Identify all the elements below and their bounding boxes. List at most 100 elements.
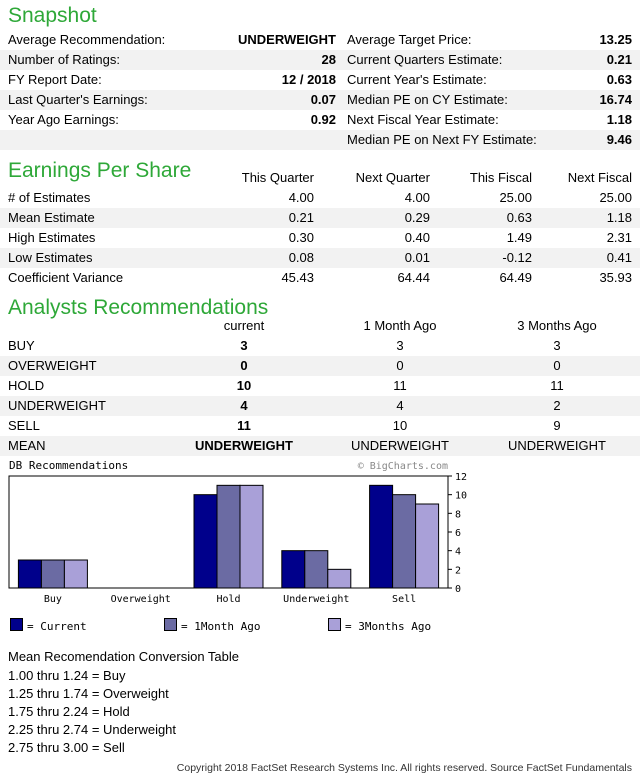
analysts-row-label: HOLD bbox=[8, 378, 45, 393]
analysts-header-row: current 1 Month Ago 3 Months Ago bbox=[0, 316, 640, 336]
bar-sell-3months-ago bbox=[415, 503, 440, 589]
conversion-row: 1.00 thru 1.24 = Buy bbox=[8, 668, 126, 683]
analysts-row: UNDERWEIGHT 4 4 2 bbox=[0, 396, 640, 416]
analysts-cell: 0 bbox=[553, 358, 561, 373]
legend-swatch-3months bbox=[328, 618, 341, 631]
eps-column-header: This Fiscal bbox=[469, 170, 532, 185]
eps-cell: 0.63 bbox=[506, 210, 532, 225]
snapshot-value: 9.46 bbox=[606, 132, 632, 147]
eps-row-label: Low Estimates bbox=[8, 250, 93, 265]
analysts-cell: 3 bbox=[553, 338, 561, 353]
snapshot-label: FY Report Date: bbox=[8, 72, 102, 87]
y-tick-label: 2 bbox=[455, 565, 461, 576]
eps-title: Earnings Per Share bbox=[8, 159, 192, 182]
snapshot-label: Number of Ratings: bbox=[8, 52, 120, 67]
legend-current: = Current bbox=[10, 618, 87, 634]
eps-cell: 25.00 bbox=[499, 190, 532, 205]
bar-sell-current bbox=[369, 484, 394, 589]
snapshot-value: 12 / 2018 bbox=[281, 72, 336, 87]
analysts-row-label: BUY bbox=[8, 338, 35, 353]
conversion-row: 2.25 thru 2.74 = Underweight bbox=[8, 722, 177, 737]
snapshot-value: 28 bbox=[321, 52, 336, 67]
eps-cell: 25.00 bbox=[599, 190, 632, 205]
analysts-cell: 11 bbox=[393, 378, 407, 393]
analysts-cell: 10 bbox=[236, 378, 252, 393]
conversion-title: Mean Recomendation Conversion Table bbox=[8, 649, 240, 664]
analysts-cell: 0 bbox=[396, 358, 404, 373]
snapshot-row: Number of Ratings: 28 Current Quarters Est… bbox=[0, 50, 640, 70]
eps-row: Mean Estimate 0.21 0.29 0.63 1.18 bbox=[0, 208, 640, 228]
bar-sell-1month-ago bbox=[392, 494, 417, 589]
analysts-row-label: UNDERWEIGHT bbox=[8, 398, 106, 413]
analysts-row: BUY 3 3 3 bbox=[0, 336, 640, 356]
bar-underweight-current bbox=[281, 550, 306, 589]
y-tick-label: 8 bbox=[455, 509, 461, 520]
analysts-title: Analysts Recommendations bbox=[8, 296, 269, 319]
snapshot-label: Current Year's Estimate: bbox=[347, 72, 487, 87]
x-category-label: Buy bbox=[44, 594, 62, 605]
y-tick-label: 6 bbox=[455, 528, 461, 539]
eps-row-label: Mean Estimate bbox=[8, 210, 95, 225]
bar-hold-current bbox=[193, 494, 218, 589]
eps-column-header: This Quarter bbox=[241, 170, 314, 185]
x-category-label: Underweight bbox=[283, 594, 349, 605]
analysts-cell: 2 bbox=[553, 398, 561, 413]
legend-swatch-current bbox=[10, 618, 23, 631]
snapshot-label: Median PE on Next FY Estimate: bbox=[347, 132, 537, 147]
legend-label-3months: = 3Months Ago bbox=[345, 620, 432, 633]
analysts-cell: 0 bbox=[240, 358, 248, 373]
analysts-cell: 3 bbox=[240, 338, 248, 353]
eps-cell: 64.44 bbox=[397, 270, 430, 285]
analysts-cell: 10 bbox=[392, 418, 408, 433]
snapshot-label: Next Fiscal Year Estimate: bbox=[347, 112, 499, 127]
analysts-column-header: 1 Month Ago bbox=[363, 318, 437, 333]
eps-column-header: Next Fiscal bbox=[567, 170, 632, 185]
analysts-column-header: current bbox=[223, 318, 265, 333]
eps-row: # of Estimates 4.00 4.00 25.00 25.00 bbox=[0, 188, 640, 208]
chart-title: DB Recommendations bbox=[9, 459, 128, 472]
recommendations-chart: DB Recommendations © BigCharts.com 0 2 4 6 8… bbox=[8, 459, 467, 605]
y-tick-label: 10 bbox=[455, 491, 467, 502]
snapshot-value: 16.74 bbox=[599, 92, 632, 107]
snapshot-row: FY Report Date: 12 / 2018 Current Year's E… bbox=[0, 70, 640, 90]
analysts-cell: 3 bbox=[396, 338, 404, 353]
snapshot-title: Snapshot bbox=[8, 4, 97, 27]
bar-hold-1month-ago bbox=[216, 484, 241, 589]
eps-row: Coefficient Variance 45.43 64.44 64.49 35.93 bbox=[0, 268, 640, 288]
analysts-row: SELL 11 10 9 bbox=[0, 416, 640, 436]
eps-cell: 4.00 bbox=[404, 190, 430, 205]
eps-column-header: Next Quarter bbox=[355, 170, 430, 185]
snapshot-label: Last Quarter's Earnings: bbox=[8, 92, 148, 107]
analysts-row: MEAN UNDERWEIGHT UNDERWEIGHT UNDERWEIGHT bbox=[0, 436, 640, 456]
eps-cell: 0.30 bbox=[288, 230, 314, 245]
conversion-row: 1.25 thru 1.74 = Overweight bbox=[8, 686, 169, 701]
eps-cell: 45.43 bbox=[281, 270, 314, 285]
legend-label-current: = Current bbox=[27, 620, 87, 633]
analysts-cell: 4 bbox=[240, 398, 248, 413]
eps-cell: 4.00 bbox=[288, 190, 314, 205]
eps-cell: 0.21 bbox=[288, 210, 314, 225]
y-tick-label: 12 bbox=[455, 472, 467, 483]
analysts-cell: 4 bbox=[396, 398, 404, 413]
analysts-row: OVERWEIGHT 0 0 0 bbox=[0, 356, 640, 376]
eps-cell: -0.12 bbox=[502, 250, 532, 265]
snapshot-label: Average Recommendation: bbox=[8, 32, 166, 47]
bar-underweight-3months-ago bbox=[327, 568, 352, 589]
y-tick-label: 0 bbox=[455, 584, 461, 595]
analysts-row-label: MEAN bbox=[8, 438, 46, 453]
eps-row: Low Estimates 0.08 0.01 -0.12 0.41 bbox=[0, 248, 640, 268]
eps-row-label: Coefficient Variance bbox=[8, 270, 124, 285]
eps-cell: 0.08 bbox=[288, 250, 314, 265]
x-category-label: Hold bbox=[216, 594, 240, 605]
eps-cell: 64.49 bbox=[499, 270, 532, 285]
x-category-label: Overweight bbox=[111, 594, 171, 605]
eps-row: High Estimates 0.30 0.40 1.49 2.31 bbox=[0, 228, 640, 248]
snapshot-value: 0.07 bbox=[310, 92, 336, 107]
analysts-row: HOLD 10 11 11 bbox=[0, 376, 640, 396]
analysts-column-header: 3 Months Ago bbox=[517, 318, 597, 333]
snapshot-value: UNDERWEIGHT bbox=[238, 32, 336, 47]
snapshot-row: Last Quarter's Earnings: 0.07 Median PE on… bbox=[0, 90, 640, 110]
analysts-cell: 11 bbox=[550, 378, 564, 393]
snapshot-value: 13.25 bbox=[599, 32, 632, 47]
eps-cell: 2.31 bbox=[606, 230, 632, 245]
